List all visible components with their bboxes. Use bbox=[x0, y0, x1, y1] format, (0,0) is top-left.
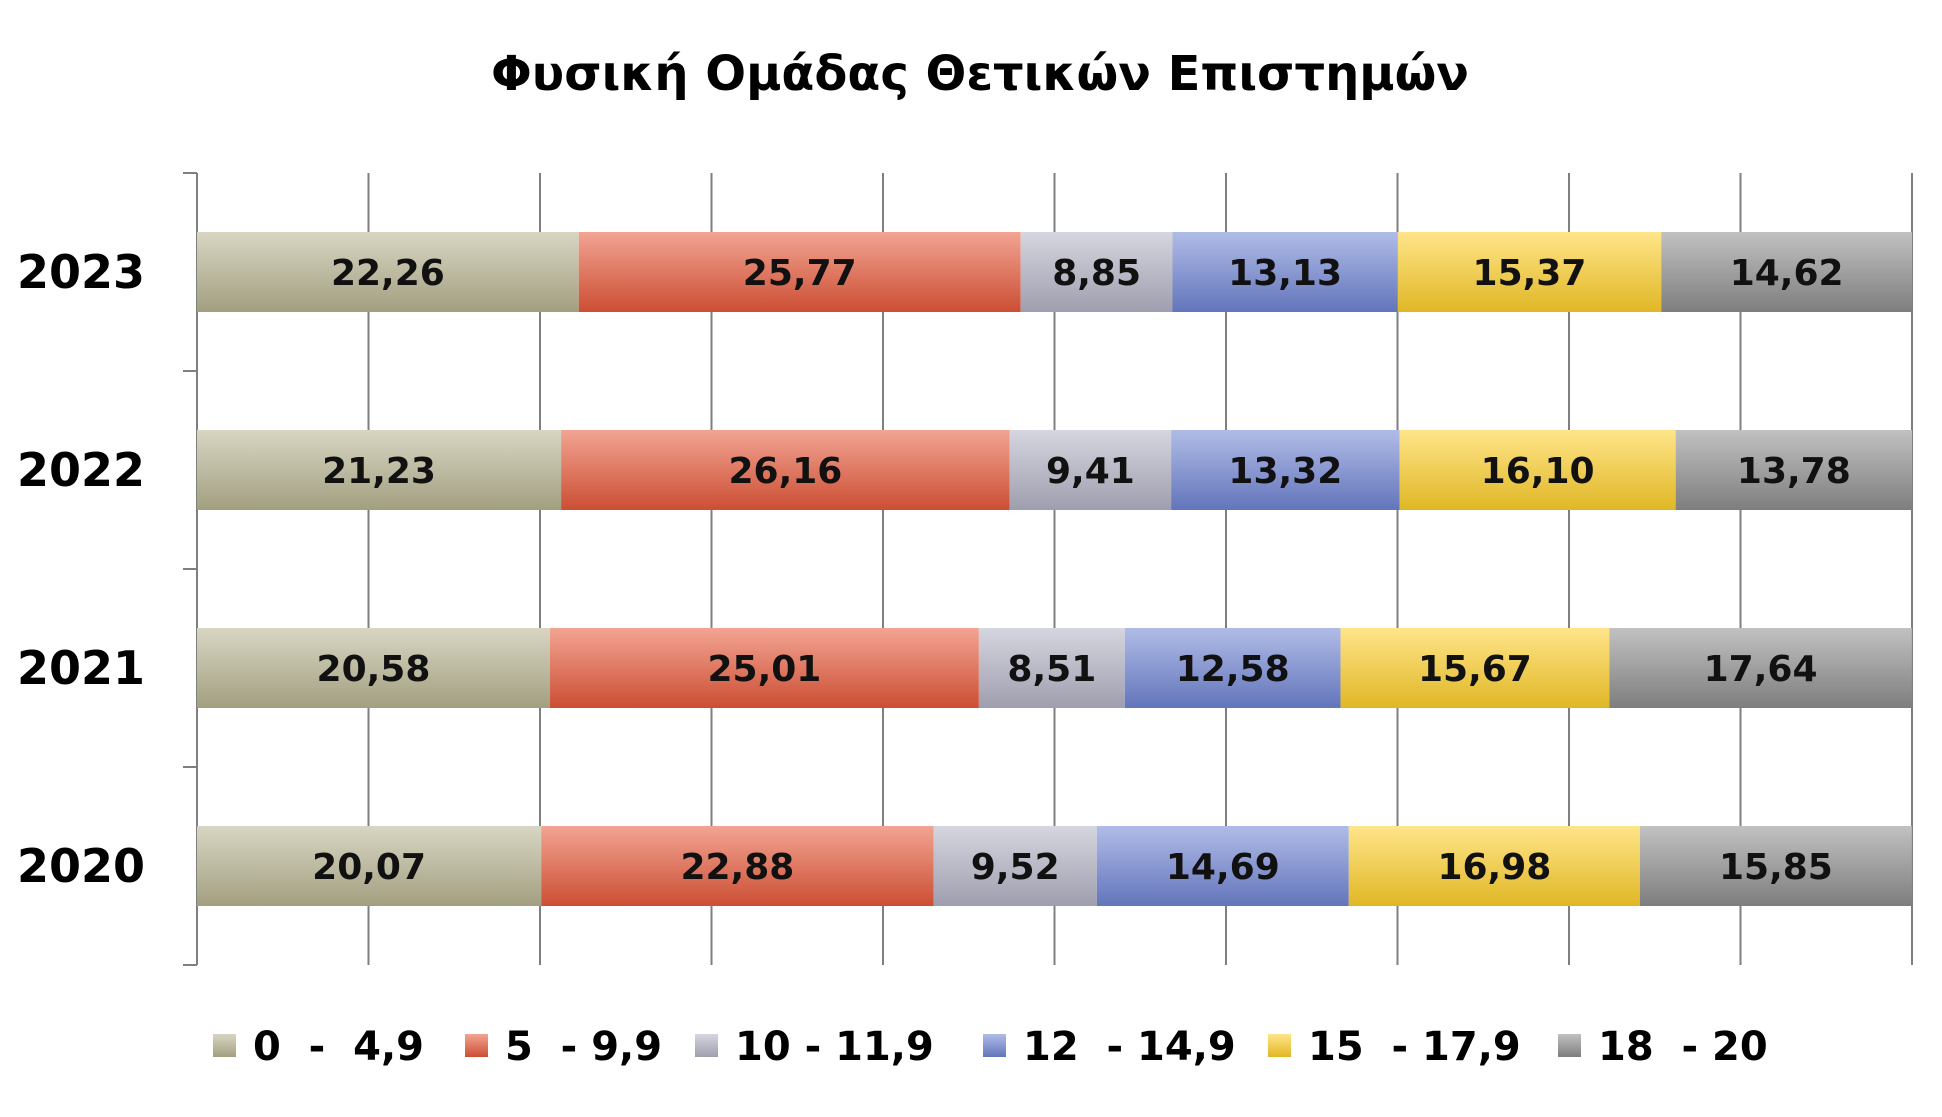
data-label: 13,13 bbox=[1228, 253, 1342, 294]
legend-label: 0 - 4,9 bbox=[253, 1024, 424, 1070]
bar-segment bbox=[541, 826, 934, 906]
bar-segment bbox=[197, 232, 579, 312]
bar-segment bbox=[933, 826, 1097, 906]
data-label: 9,52 bbox=[971, 847, 1060, 888]
bar-segment bbox=[1096, 826, 1349, 906]
bar-segment bbox=[1640, 826, 1912, 906]
data-label: 16,10 bbox=[1481, 451, 1595, 492]
bar-segment bbox=[1172, 232, 1398, 312]
data-label: 22,88 bbox=[680, 847, 794, 888]
data-label: 25,01 bbox=[707, 649, 821, 690]
bar-segment bbox=[1661, 232, 1912, 312]
bar-segment bbox=[1675, 430, 1912, 510]
legend-label: 15 - 17,9 bbox=[1308, 1024, 1521, 1070]
bar-segment bbox=[1009, 430, 1172, 510]
legend: 0 - 4,9 5 - 9,9 10 - 11,9 12 - 14,9 15 - 17,… bbox=[213, 1024, 1768, 1070]
data-label: 8,51 bbox=[1007, 649, 1096, 690]
data-label: 16,98 bbox=[1437, 847, 1551, 888]
legend-label: 12 - 14,9 bbox=[1023, 1024, 1236, 1070]
bar-segment bbox=[561, 430, 1010, 510]
data-label: 17,64 bbox=[1704, 649, 1818, 690]
data-label: 13,32 bbox=[1228, 451, 1342, 492]
data-label: 15,67 bbox=[1418, 649, 1532, 690]
bar-segment bbox=[1348, 826, 1641, 906]
bar-segment bbox=[1397, 232, 1662, 312]
data-label: 15,37 bbox=[1473, 253, 1587, 294]
bar-segment bbox=[197, 430, 562, 510]
data-label: 8,85 bbox=[1052, 253, 1141, 294]
legend-swatch bbox=[983, 1034, 1006, 1057]
y-tick-label: 2020 bbox=[17, 839, 145, 893]
data-label: 25,77 bbox=[743, 253, 857, 294]
bar-segment bbox=[1171, 430, 1400, 510]
bar-segment bbox=[578, 232, 1021, 312]
chart-title: Φυσική Ομάδας Θετικών Επιστημών bbox=[491, 46, 1469, 102]
y-axis-labels: 2023 2022 2021 2020 bbox=[17, 245, 145, 893]
data-label: 20,58 bbox=[317, 649, 431, 690]
legend-swatch bbox=[695, 1034, 718, 1057]
bars: 22,26 25,77 8,85 13,13 15,37 14,62 21,23 26,16 9… bbox=[197, 232, 1912, 906]
legend-swatch bbox=[1268, 1034, 1291, 1057]
y-tick-label: 2021 bbox=[17, 641, 145, 695]
data-label: 20,07 bbox=[312, 847, 426, 888]
bar-segment bbox=[1609, 628, 1912, 708]
bar-segment bbox=[978, 628, 1125, 708]
data-label: 9,41 bbox=[1046, 451, 1135, 492]
data-label: 13,78 bbox=[1737, 451, 1851, 492]
y-tick-label: 2023 bbox=[17, 245, 145, 299]
data-label: 26,16 bbox=[728, 451, 842, 492]
data-label: 12,58 bbox=[1176, 649, 1290, 690]
bar-segment bbox=[197, 826, 542, 906]
legend-label: 18 - 20 bbox=[1598, 1024, 1768, 1070]
y-tick-label: 2022 bbox=[17, 443, 145, 497]
data-label: 15,85 bbox=[1719, 847, 1833, 888]
bar-segment bbox=[1020, 232, 1173, 312]
bar-segment bbox=[1340, 628, 1610, 708]
bar-segment bbox=[549, 628, 979, 708]
legend-label: 5 - 9,9 bbox=[505, 1024, 662, 1070]
bar-segment bbox=[1124, 628, 1341, 708]
data-label: 21,23 bbox=[322, 451, 436, 492]
data-label: 14,69 bbox=[1166, 847, 1280, 888]
legend-swatch bbox=[465, 1034, 488, 1057]
bar-segment bbox=[1399, 430, 1676, 510]
data-label: 22,26 bbox=[331, 253, 445, 294]
legend-swatch bbox=[1558, 1034, 1581, 1057]
legend-label: 10 - 11,9 bbox=[735, 1024, 934, 1070]
bar-segment bbox=[197, 628, 550, 708]
data-label: 14,62 bbox=[1730, 253, 1844, 294]
legend-swatch bbox=[213, 1034, 236, 1057]
